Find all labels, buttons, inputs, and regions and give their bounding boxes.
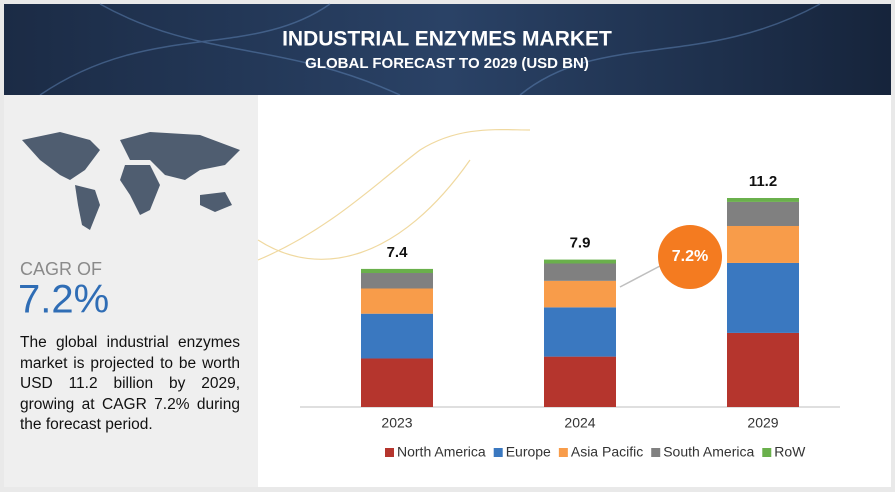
legend-swatch bbox=[651, 448, 661, 457]
legend-swatch bbox=[493, 448, 503, 457]
total-label: 7.9 bbox=[570, 235, 591, 252]
bar-segment bbox=[544, 280, 616, 308]
bar-segment bbox=[727, 201, 799, 226]
bar-segment bbox=[544, 307, 616, 357]
bar-segment bbox=[727, 262, 799, 333]
bar-segment bbox=[727, 225, 799, 263]
x-tick-label: 2023 bbox=[381, 415, 412, 431]
legend-label: South America bbox=[663, 444, 754, 460]
bar-segment bbox=[544, 259, 616, 264]
bar-segment bbox=[361, 358, 433, 407]
legend-label: Europe bbox=[506, 444, 551, 460]
legend-swatch bbox=[762, 448, 772, 457]
decoration-curve bbox=[257, 128, 531, 261]
header-decoration bbox=[39, 3, 821, 96]
header-title: INDUSTRIAL ENZYMES MARKET bbox=[282, 28, 612, 51]
annotation-bubble bbox=[658, 225, 722, 289]
legend-swatch bbox=[385, 448, 394, 457]
cagr-label: CAGR OF bbox=[20, 259, 102, 279]
legend-label: RoW bbox=[774, 444, 806, 460]
total-label: 11.2 bbox=[749, 173, 777, 190]
sidebar-text: The global industrial enzymes market is … bbox=[20, 334, 240, 433]
bar-segment bbox=[361, 313, 433, 359]
annotation-text: 7.2% bbox=[672, 248, 708, 265]
bar-segment bbox=[727, 198, 799, 202]
cagr-value: 7.2% bbox=[18, 278, 109, 322]
header-subtitle: GLOBAL FORECAST TO 2029 (USD BN) bbox=[305, 55, 589, 72]
bar-segment bbox=[361, 268, 433, 274]
bar-segment bbox=[361, 288, 433, 314]
world-map bbox=[22, 132, 240, 230]
bar-segment bbox=[544, 356, 616, 407]
legend-swatch bbox=[558, 448, 568, 457]
legend-label: Asia Pacific bbox=[571, 444, 643, 460]
total-label: 7.4 bbox=[387, 244, 409, 261]
bar-segment bbox=[361, 273, 433, 289]
x-tick-label: 2024 bbox=[564, 415, 595, 431]
bar-segment bbox=[727, 332, 799, 407]
annotation-arrow bbox=[619, 265, 661, 288]
bar-segment bbox=[544, 263, 616, 281]
legend-label: North America bbox=[397, 444, 486, 460]
x-tick-label: 2029 bbox=[747, 415, 778, 431]
